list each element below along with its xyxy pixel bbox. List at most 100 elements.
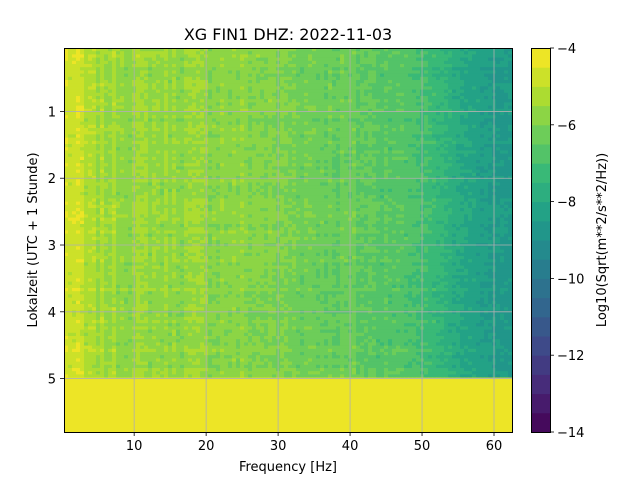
- heatmap-cell: [160, 188, 165, 193]
- heatmap-cell: [272, 182, 277, 186]
- heatmap-cell: [152, 67, 157, 71]
- heatmap-cell: [424, 108, 429, 113]
- heatmap-cell: [456, 86, 461, 90]
- heatmap-cell: [508, 80, 513, 84]
- heatmap-cell: [100, 118, 105, 122]
- heatmap-cell: [196, 169, 201, 174]
- heatmap-cell: [76, 156, 81, 161]
- heatmap-cell: [416, 134, 421, 138]
- heatmap-cell: [496, 150, 501, 154]
- heatmap-cell: [152, 80, 157, 84]
- heatmap-cell: [232, 156, 237, 161]
- heatmap-cell: [464, 169, 469, 174]
- heatmap-cell: [208, 83, 213, 87]
- heatmap-cell: [192, 83, 197, 87]
- heatmap-cell: [120, 131, 125, 135]
- heatmap-cell: [184, 89, 189, 94]
- heatmap-cell: [184, 188, 189, 193]
- heatmap-cell: [424, 179, 429, 183]
- heatmap-cell: [424, 185, 429, 190]
- heatmap-cell: [344, 89, 349, 94]
- heatmap-cell: [280, 86, 285, 90]
- heatmap-cell: [176, 54, 181, 58]
- heatmap-cell: [296, 169, 301, 174]
- heatmap-cell: [256, 185, 261, 190]
- heatmap-cell: [404, 166, 409, 170]
- heatmap-cell: [80, 89, 85, 94]
- heatmap-cell: [340, 108, 345, 113]
- heatmap-cell: [76, 51, 81, 55]
- heatmap-cell: [196, 57, 201, 62]
- heatmap-cell: [164, 96, 169, 100]
- heatmap-cell: [244, 64, 249, 68]
- heatmap-cell: [504, 99, 509, 103]
- heatmap-cell: [476, 73, 481, 78]
- heatmap-cell: [168, 67, 173, 71]
- heatmap-cell: [156, 48, 161, 52]
- heatmap-cell: [172, 76, 177, 81]
- heatmap-cell: [460, 83, 465, 87]
- heatmap-cell: [152, 144, 157, 148]
- heatmap-cell: [324, 57, 329, 62]
- heatmap-cell: [200, 172, 205, 177]
- heatmap-cell: [104, 182, 109, 186]
- heatmap-cell: [84, 96, 89, 100]
- heatmap-cell: [136, 137, 141, 142]
- heatmap-cell: [332, 60, 337, 65]
- heatmap-cell: [176, 51, 181, 55]
- heatmap-cell: [412, 89, 417, 94]
- heatmap-cell: [440, 156, 445, 161]
- heatmap-cell: [168, 185, 173, 190]
- heatmap-cell: [324, 76, 329, 81]
- heatmap-cell: [148, 188, 153, 193]
- heatmap-cell: [76, 188, 81, 193]
- heatmap-cell: [316, 80, 321, 84]
- heatmap-cell: [352, 169, 357, 174]
- heatmap-cell: [316, 179, 321, 183]
- heatmap-cell: [336, 156, 341, 161]
- heatmap-cell: [484, 92, 489, 97]
- heatmap-cell: [364, 105, 369, 110]
- heatmap-cell: [392, 105, 397, 110]
- heatmap-cell: [388, 160, 393, 164]
- heatmap-cell: [508, 70, 513, 74]
- heatmap-cell: [400, 121, 405, 126]
- heatmap-cell: [108, 105, 113, 110]
- heatmap-cell: [268, 169, 273, 174]
- heatmap-cell: [72, 137, 77, 142]
- heatmap-cell: [136, 118, 141, 122]
- heatmap-cell: [496, 108, 501, 113]
- heatmap-cell: [72, 67, 77, 71]
- heatmap-cell: [380, 51, 385, 55]
- heatmap-cell: [480, 105, 485, 110]
- heatmap-cell: [432, 67, 437, 71]
- heatmap-cell: [504, 86, 509, 90]
- heatmap-cell: [328, 51, 333, 55]
- heatmap-cell: [272, 179, 277, 183]
- heatmap-cell: [280, 185, 285, 190]
- heatmap-cell: [476, 54, 481, 58]
- heatmap-cell: [380, 172, 385, 177]
- heatmap-cell: [384, 128, 389, 132]
- heatmap-cell: [480, 48, 485, 52]
- heatmap-cell: [232, 51, 237, 55]
- heatmap-cell: [244, 76, 249, 81]
- heatmap-cell: [444, 80, 449, 84]
- heatmap-cell: [152, 51, 157, 55]
- heatmap-cell: [208, 182, 213, 186]
- heatmap-cell: [208, 89, 213, 94]
- heatmap-cell: [220, 166, 225, 170]
- heatmap-cell: [316, 166, 321, 170]
- heatmap-cell: [68, 169, 73, 174]
- heatmap-cell: [400, 137, 405, 142]
- heatmap-cell: [240, 70, 245, 74]
- heatmap-cell: [152, 124, 157, 129]
- heatmap-cell: [320, 134, 325, 138]
- heatmap-cell: [360, 140, 365, 145]
- heatmap-cell: [240, 57, 245, 62]
- heatmap-cell: [152, 153, 157, 158]
- heatmap-cell: [184, 163, 189, 167]
- heatmap-cell: [408, 86, 413, 90]
- heatmap-cell: [476, 80, 481, 84]
- heatmap-cell: [352, 60, 357, 65]
